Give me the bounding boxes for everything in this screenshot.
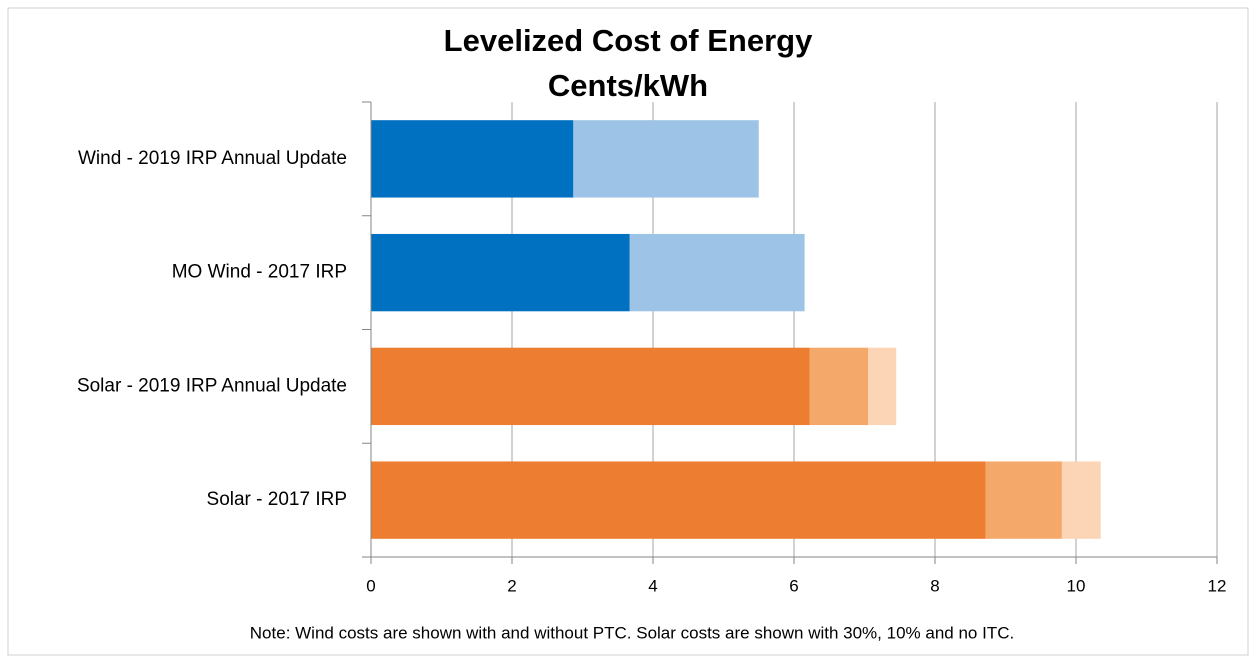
y-tick-label: Solar - 2019 IRP Annual Update <box>77 375 347 396</box>
y-tick-label: MO Wind - 2017 IRP <box>172 262 347 283</box>
bar-segment <box>371 120 574 198</box>
x-tick-label: 10 <box>1067 576 1086 595</box>
x-tick-label: 6 <box>789 576 798 595</box>
bar-segment <box>809 347 869 426</box>
x-tick-label: 8 <box>930 576 939 595</box>
y-tick-label: Solar - 2017 IRP <box>207 489 347 510</box>
y-tick-label: Wind - 2019 IRP Annual Update <box>78 148 347 169</box>
bar-segment <box>629 233 805 312</box>
chart-note: Note: Wind costs are shown with and with… <box>250 623 1014 642</box>
chart-subtitle: Cents/kWh <box>548 68 708 103</box>
x-tick-label: 4 <box>648 576 657 595</box>
bar-segment <box>1061 461 1101 539</box>
bar-segment <box>371 461 986 539</box>
bar-segment <box>371 347 810 426</box>
chart-title: Levelized Cost of Energy <box>444 23 813 58</box>
bar-segment <box>573 120 759 198</box>
x-tick-label: 2 <box>507 576 516 595</box>
bar-segment <box>371 233 630 312</box>
bar-segment <box>868 347 897 426</box>
chart-border <box>7 7 1249 656</box>
bar-segment <box>985 461 1062 539</box>
x-tick-label: 12 <box>1208 576 1227 595</box>
x-tick-label: 0 <box>366 576 375 595</box>
